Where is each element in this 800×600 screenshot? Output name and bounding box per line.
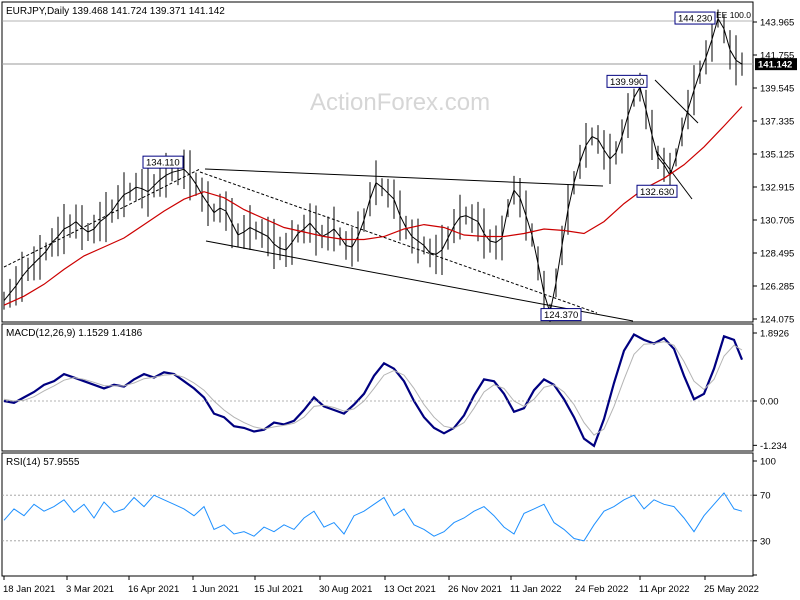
x-axis: 18 Jan 2021 3 Mar 2021 16 Apr 2021 1 Jun 20… (3, 576, 759, 595)
y-tick-label: 30 (760, 536, 771, 547)
last-price-label: 141.142 (758, 60, 792, 71)
level-box (540, 308, 582, 322)
x-tick-label: 18 Jan 2021 (3, 584, 55, 595)
x-tick-label: 11 Apr 2022 (639, 584, 690, 595)
price-series (3, 9, 743, 322)
level-label: 134.110 (146, 158, 180, 169)
macd-y-axis: 1.8926 0.00 -1.234 (753, 329, 789, 452)
macd-panel (1, 323, 754, 452)
flag-lower-line (655, 150, 693, 200)
price-line (3, 17, 743, 313)
y-tick-label: 143.965 (760, 18, 794, 29)
lower-trendline (205, 240, 634, 322)
y-tick-label: 139.545 (760, 84, 794, 95)
level-label: 124.370 (544, 310, 578, 321)
x-tick-label: 25 May 2022 (704, 584, 759, 595)
macd-header: MACD(12,26,9) 1.1529 1.4186 (6, 328, 143, 339)
x-tick-label: 16 Apr 2021 (128, 584, 179, 595)
ma-line (3, 106, 743, 306)
flag-upper-line (654, 79, 699, 124)
y-tick-label: 1.8926 (760, 329, 789, 340)
macd-series (2, 333, 753, 448)
level-box (142, 155, 184, 169)
level-label: 139.990 (610, 77, 644, 88)
rsi-panel (1, 452, 754, 577)
top-level-label: EE 100.0 (716, 10, 751, 20)
y-tick-label: 135.125 (760, 150, 794, 161)
level-box (606, 74, 648, 88)
rsi-header: RSI(14) 57.9555 (6, 457, 80, 468)
level-box (636, 184, 678, 198)
price-header: EURJPY,Daily 139.468 141.724 139.371 141… (6, 6, 225, 17)
x-tick-label: 15 Jul 2021 (254, 584, 303, 595)
upper-trendline (204, 168, 604, 187)
signal-line (3, 341, 743, 436)
y-tick-label: 100 (760, 457, 776, 468)
x-tick-label: 26 Nov 2021 (448, 584, 502, 595)
y-tick-label: 126.285 (760, 282, 794, 293)
y-tick-label: 124.075 (760, 315, 794, 326)
y-tick-label: 128.495 (760, 249, 794, 260)
price-annotations: 134.110 124.370 139.990 132.630 144.230 (142, 11, 716, 322)
y-tick-label: 132.915 (760, 183, 794, 194)
trendlines (2, 20, 753, 322)
rsi-series (2, 492, 753, 542)
level-label: 144.230 (678, 14, 712, 25)
price-panel (1, 1, 754, 323)
macd-line (3, 333, 744, 448)
y-tick-label: 70 (760, 491, 771, 502)
price-y-axis: 143.965 141.755 139.545 137.335 135.125 132.9… (716, 10, 797, 326)
y-tick-label: 130.705 (760, 216, 794, 227)
level-box (674, 11, 716, 25)
y-tick-label: 137.335 (760, 117, 794, 128)
x-tick-label: 3 Mar 2021 (66, 584, 114, 595)
x-tick-label: 24 Feb 2022 (575, 584, 628, 595)
x-tick-label: 30 Aug 2021 (319, 584, 372, 595)
watermark: ActionForex.com (310, 89, 490, 116)
rsi-y-axis: 100 70 30 (753, 457, 776, 576)
y-tick-label: 141.755 (760, 51, 794, 62)
level-label: 132.630 (640, 187, 674, 198)
dashed-support-line (3, 168, 201, 268)
x-tick-label: 1 Jun 2021 (192, 584, 239, 595)
rsi-line (3, 492, 743, 542)
x-tick-label: 11 Jan 2022 (510, 584, 562, 595)
last-price-tag (755, 58, 797, 71)
x-tick-label: 13 Oct 2021 (384, 584, 436, 595)
y-tick-label: 0.00 (760, 397, 779, 408)
y-tick-label: -1.234 (760, 441, 787, 452)
dashed-resistance-line (199, 171, 598, 314)
